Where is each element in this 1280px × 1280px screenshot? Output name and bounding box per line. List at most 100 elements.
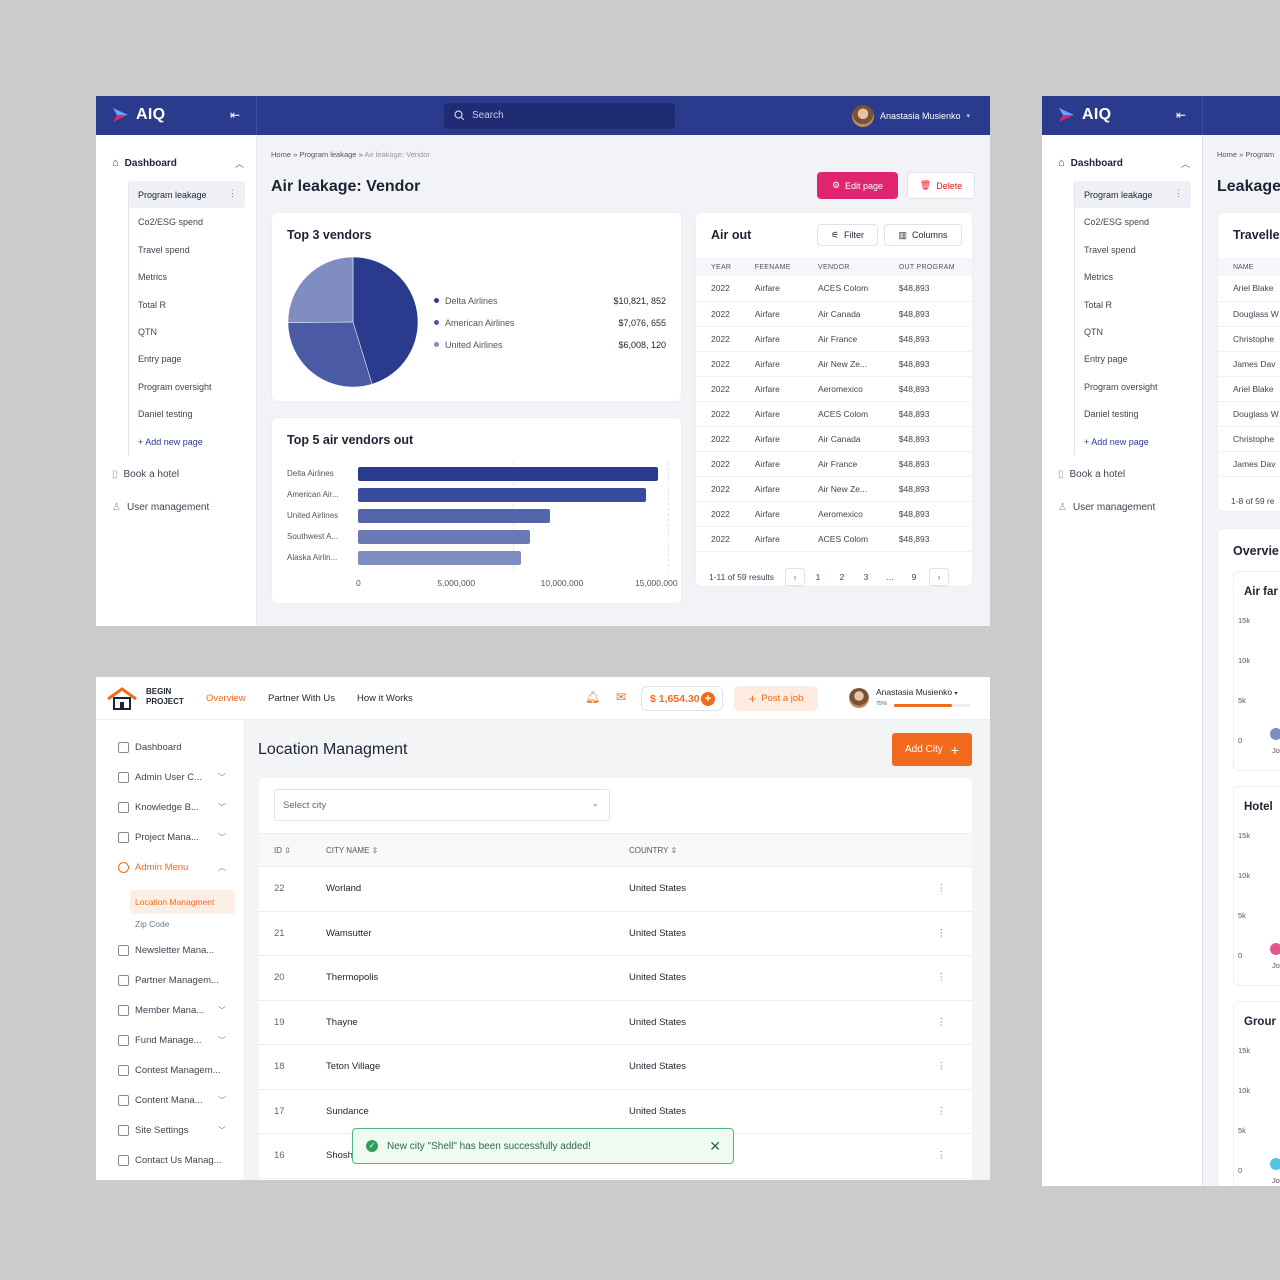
column-header-name[interactable]: NAME <box>1218 258 1280 276</box>
table-row[interactable]: 2022 Airfare Aeromexico $48,893 <box>696 376 972 402</box>
table-row[interactable]: Christophe <box>1218 326 1280 352</box>
sidebar-item-dashboard[interactable]: ⌂ Dashboard ︿ <box>1058 157 1190 169</box>
bell-icon[interactable]: 🔔︎ <box>585 690 601 704</box>
add-funds-icon[interactable]: + <box>701 692 715 706</box>
table-row[interactable]: James Dav <box>1218 351 1280 377</box>
sidebar-item-user-management[interactable]: ♙ User management <box>112 502 209 513</box>
sidebar-item-program-leakage[interactable]: Program leakage ⋮ <box>1075 181 1191 209</box>
table-row[interactable]: 20 Thermopolis United States ⋮ <box>259 955 972 1001</box>
row-menu-icon[interactable]: ⋮ <box>921 1089 972 1134</box>
breadcrumb-program[interactable]: Program <box>1245 150 1275 159</box>
sidebar-item-knowledge-b[interactable]: Knowledge B... ﹀ <box>118 802 234 813</box>
sidebar-item-total-r[interactable]: Total R <box>1075 291 1191 318</box>
row-menu-icon[interactable]: ⋮ <box>921 955 972 1001</box>
breadcrumb-program-leakage[interactable]: Program leakage <box>299 150 357 159</box>
sidebar-item-contact-us-manag[interactable]: Contact Us Manag... <box>118 1155 234 1166</box>
delete-button[interactable]: 🗑 Delete <box>907 172 975 199</box>
collapse-sidebar-icon[interactable]: ⇤ <box>1176 108 1187 122</box>
row-menu-icon[interactable]: ⋮ <box>921 1133 972 1179</box>
sidebar-item-qtn[interactable]: QTN <box>129 318 245 345</box>
sidebar-item-total-r[interactable]: Total R <box>129 291 245 318</box>
sidebar-item-site-settings[interactable]: Site Settings ﹀ <box>118 1125 234 1136</box>
table-row[interactable]: 2022 Airfare Air France $48,893 <box>696 326 972 352</box>
column-header-country[interactable]: COUNTRY ⇳ <box>614 833 922 867</box>
more-icon[interactable]: ⋮ <box>1174 188 1183 198</box>
sidebar-item-qtn[interactable]: QTN <box>1075 318 1191 345</box>
close-icon[interactable]: ✕ <box>709 1138 721 1154</box>
column-header-vendor[interactable]: VENDOR <box>803 258 884 276</box>
page-1[interactable]: 1 <box>815 572 821 582</box>
table-row[interactable]: 18 Teton Village United States ⋮ <box>259 1044 972 1090</box>
table-row[interactable]: James Dav <box>1218 451 1280 477</box>
bar-1[interactable] <box>358 467 658 481</box>
table-row[interactable]: 2022 Airfare Air New Ze... $48,893 <box>696 476 972 502</box>
bar-5[interactable] <box>358 551 522 565</box>
sidebar-item-travel-spend[interactable]: Travel spend <box>1075 236 1191 263</box>
sidebar-item-member-mana[interactable]: Member Mana... ﹀ <box>118 1005 234 1016</box>
table-row[interactable]: 2022 Airfare Air Canada $48,893 <box>696 426 972 452</box>
sidebar-item-co2-esg[interactable]: Co2/ESG spend <box>129 208 245 235</box>
sidebar-item-metrics[interactable]: Metrics <box>129 263 245 290</box>
sidebar-item-fund-manage[interactable]: Fund Manage... ﹀ <box>118 1035 234 1046</box>
prev-page-button[interactable]: ‹ <box>785 568 806 586</box>
sidebar-item-dashboard[interactable]: Dashboard <box>118 742 234 753</box>
sidebar-sub-zip-code[interactable]: Zip Code <box>135 919 170 929</box>
breadcrumb-home[interactable]: Home <box>271 150 292 159</box>
table-row[interactable]: Christophe <box>1218 426 1280 452</box>
pie-slice-delta-airlines[interactable] <box>352 256 419 385</box>
nav-how-it-works[interactable]: How it Works <box>357 693 413 704</box>
sidebar-item-daniel-testing[interactable]: Daniel testing <box>1075 400 1191 427</box>
table-row[interactable]: 19 Thayne United States ⋮ <box>259 1000 972 1045</box>
add-new-page-button[interactable]: + Add new page <box>129 428 245 455</box>
table-row[interactable]: Douglass W <box>1218 301 1280 327</box>
pie-slice-united-airlines[interactable] <box>287 256 354 323</box>
column-header-id[interactable]: ID ⇳ <box>259 833 311 867</box>
sidebar-item-entry-page[interactable]: Entry page <box>129 345 245 372</box>
table-row[interactable]: 2022 Airfare ACES Colom $48,893 <box>696 276 972 302</box>
sidebar-sub-location-managment[interactable]: Location Managment <box>130 890 235 914</box>
table-row[interactable]: 22 Worland United States ⋮ <box>259 866 972 912</box>
edit-page-button[interactable]: ⚙ Edit page <box>817 172 898 199</box>
column-header-feename[interactable]: FEENAME <box>739 258 803 276</box>
sidebar-item-content-mana[interactable]: Content Mana... ﹀ <box>118 1095 234 1106</box>
next-page-button[interactable]: › <box>929 568 950 586</box>
sidebar-item-co2-esg[interactable]: Co2/ESG spend <box>1075 208 1191 235</box>
column-header-city-name[interactable]: CITY NAME ⇳ <box>311 833 614 867</box>
filter-button[interactable]: ⚟ Filter <box>817 224 878 246</box>
nav-overview[interactable]: Overview <box>206 693 246 704</box>
avatar[interactable] <box>849 688 869 708</box>
nav-partner-with-us[interactable]: Partner With Us <box>268 693 336 704</box>
sidebar-item-partner-managem[interactable]: Partner Managem... <box>118 975 234 986</box>
sidebar-item-book-hotel[interactable]: ▯ Book a hotel <box>112 469 179 480</box>
page-2[interactable]: 2 <box>839 572 845 582</box>
city-select[interactable]: Select city ⌄ <box>274 789 610 821</box>
table-row[interactable]: 2022 Airfare Air New Ze... $48,893 <box>696 351 972 377</box>
sidebar-item-metrics[interactable]: Metrics <box>1075 263 1191 290</box>
sidebar-item-admin-user-c[interactable]: Admin User C... ﹀ <box>118 772 234 783</box>
row-menu-icon[interactable]: ⋮ <box>921 1000 972 1045</box>
table-row[interactable]: 2022 Airfare Aeromexico $48,893 <box>696 501 972 527</box>
table-row[interactable]: 2022 Airfare ACES Colom $48,893 <box>696 526 972 552</box>
table-row[interactable]: 21 Wamsutter United States ⋮ <box>259 911 972 956</box>
table-row[interactable]: Ariel Blake <box>1218 276 1280 302</box>
table-row[interactable]: 2022 Airfare ACES Colom $48,893 <box>696 401 972 427</box>
sidebar-item-book-hotel[interactable]: ▯ Book a hotel <box>1058 469 1125 480</box>
row-menu-icon[interactable]: ⋮ <box>921 911 972 956</box>
sidebar-item-daniel-testing[interactable]: Daniel testing <box>129 400 245 427</box>
search-input[interactable]: Search <box>444 103 675 129</box>
column-header-out-program[interactable]: OUT PROGRAM <box>883 258 972 276</box>
column-header-year[interactable]: YEAR <box>696 258 740 276</box>
breadcrumb-home[interactable]: Home <box>1217 150 1238 159</box>
user-menu[interactable]: Anastasia Musienko ▾ <box>876 687 957 697</box>
sidebar-item-dashboard[interactable]: ⌂ Dashboard ︿ <box>112 157 244 169</box>
table-row[interactable]: 2022 Airfare Air Canada $48,893 <box>696 301 972 327</box>
bar-3[interactable] <box>358 509 551 523</box>
row-menu-icon[interactable]: ⋮ <box>921 1044 972 1090</box>
columns-button[interactable]: ▥ Columns <box>884 224 962 246</box>
sidebar-item-entry-page[interactable]: Entry page <box>1075 345 1191 372</box>
pie-slice-american-airlines[interactable] <box>287 321 373 388</box>
sidebar-item-travel-spend[interactable]: Travel spend <box>129 236 245 263</box>
sidebar-item-admin-menu[interactable]: Admin Menu ︿ <box>118 862 234 873</box>
add-new-page-button[interactable]: + Add new page <box>1075 428 1191 455</box>
more-icon[interactable]: ⋮ <box>228 188 237 198</box>
